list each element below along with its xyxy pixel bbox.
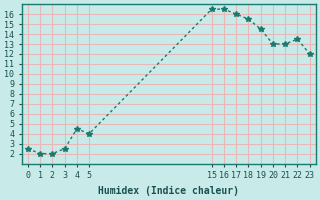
X-axis label: Humidex (Indice chaleur): Humidex (Indice chaleur) bbox=[98, 186, 239, 196]
